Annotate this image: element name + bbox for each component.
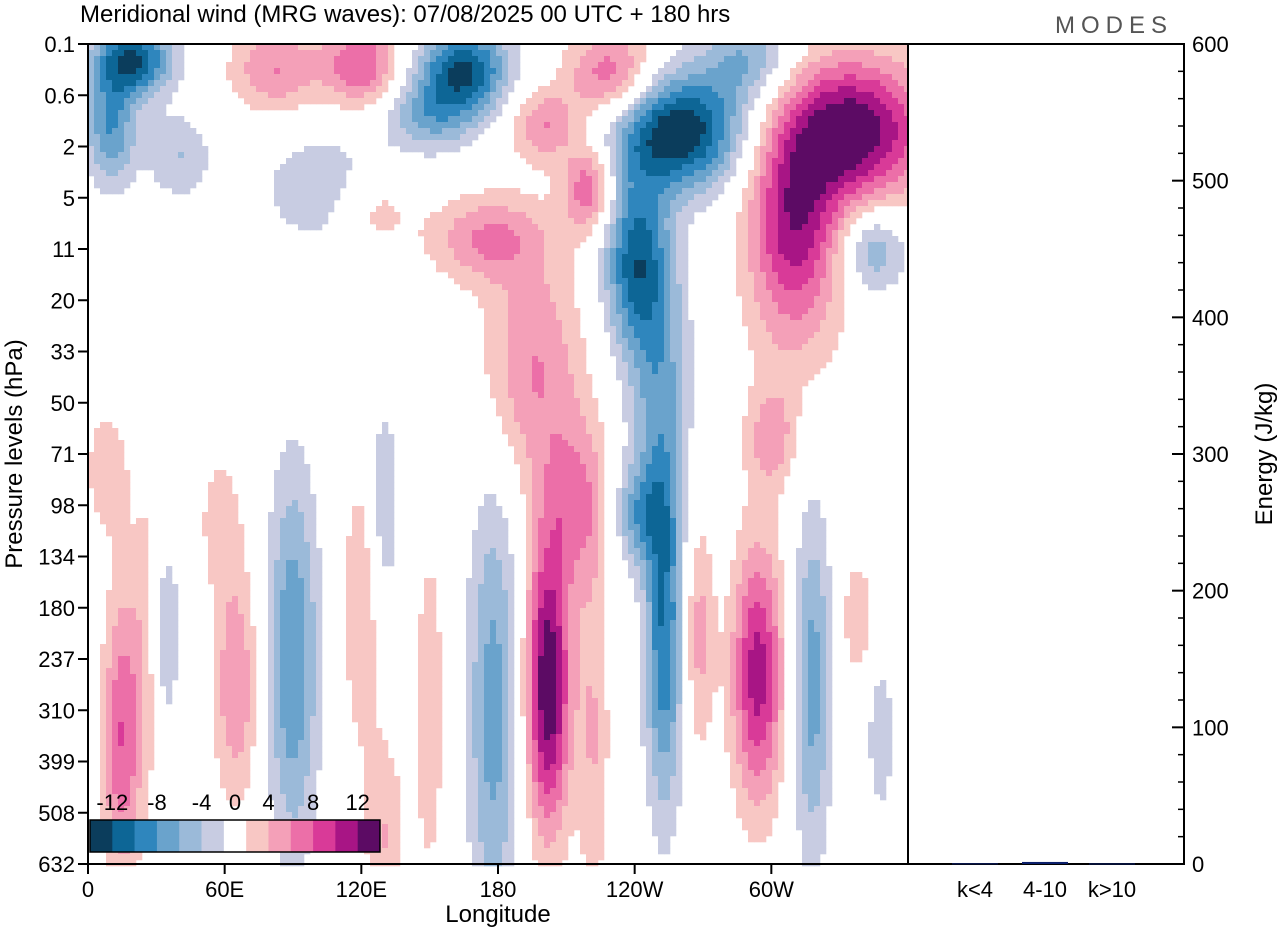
y-tick-label: 33 (51, 340, 75, 365)
longitude-axis: 0 60E 120E 180 120W 60W (82, 864, 794, 902)
energy-tick-label: 300 (1192, 442, 1229, 467)
colorbar-swatch (112, 820, 135, 852)
chart-title: Meridional wind (MRG waves): 07/08/2025 … (80, 1, 730, 28)
y-tick-label: 5 (63, 186, 75, 211)
colorbar-label: -8 (147, 790, 167, 815)
x-tick-label: 60E (205, 877, 244, 902)
colorbar-swatch (223, 820, 247, 852)
energy-category-label: k<4 (957, 877, 993, 902)
colorbar-label: 0 (229, 790, 241, 815)
energy-bar (1089, 863, 1135, 865)
y-tick-label: 399 (38, 750, 75, 775)
colorbar-swatch (90, 820, 113, 852)
y-tick-label: 71 (51, 442, 75, 467)
colorbar-frame (89, 819, 381, 853)
y-tick-label: 0.6 (44, 83, 75, 108)
wind-field (88, 44, 911, 867)
energy-tick-label: 400 (1192, 305, 1229, 330)
colorbar-swatch (179, 820, 202, 852)
x-tick-label: 120E (336, 877, 387, 902)
energy-tick-label: 0 (1192, 852, 1204, 877)
energy-tick-label: 500 (1192, 169, 1229, 194)
energy-axis-title: Energy (J/kg) (1251, 383, 1278, 526)
x-tick-label: 60W (749, 877, 794, 902)
energy-category-label: k>10 (1088, 877, 1136, 902)
y-axis-title: Pressure levels (hPa) (1, 339, 28, 568)
y-tick-label: 2 (63, 135, 75, 160)
y-tick-label: 632 (38, 852, 75, 877)
y-tick-label: 50 (51, 391, 75, 416)
colorbar-legend: -12 -8 -4 0 4 8 12 (89, 790, 381, 853)
colorbar-swatch (290, 820, 314, 852)
colorbar-swatch (134, 820, 158, 852)
colorbar-label: 4 (262, 790, 274, 815)
colorbar-swatch (268, 820, 292, 852)
pressure-axis: 0.1 0.6 2 5 11 20 33 50 71 98 134 180 237 310 399 508 63… (38, 32, 88, 877)
x-tick-label: 0 (82, 877, 94, 902)
energy-bar (1022, 861, 1068, 864)
y-tick-label: 11 (52, 237, 75, 262)
x-tick-label: 120W (606, 877, 664, 902)
colorbar-swatch (335, 820, 358, 852)
colorbar-swatch (357, 820, 381, 852)
colorbar-label: -4 (192, 790, 212, 815)
y-tick-label: 0.1 (44, 32, 75, 57)
y-tick-label: 508 (38, 801, 75, 826)
energy-panel-frame (907, 43, 1185, 865)
energy-axis: 0 100 200 300 400 500 600 (1172, 32, 1229, 877)
y-tick-label: 20 (51, 288, 75, 313)
colorbar-swatch (156, 820, 180, 852)
energy-tick-label: 200 (1192, 579, 1229, 604)
energy-tick-label: 100 (1192, 715, 1229, 740)
colorbar-swatch (313, 820, 336, 852)
colorbar-label: -12 (96, 790, 128, 815)
y-tick-label: 310 (38, 698, 75, 723)
y-tick-label: 134 (38, 545, 75, 570)
colorbar-label: 12 (345, 790, 369, 815)
x-tick-label: 180 (480, 877, 517, 902)
colorbar-swatch (246, 820, 269, 852)
y-tick-label: 180 (38, 596, 75, 621)
energy-category-label: 4-10 (1023, 877, 1067, 902)
y-tick-label: 98 (51, 493, 75, 518)
energy-bars: k<4 4-10 k>10 (952, 861, 1136, 902)
energy-tick-label: 600 (1192, 32, 1229, 57)
colorbar-label: 8 (307, 790, 319, 815)
modes-logo: MODES (1055, 12, 1173, 39)
x-axis-title: Longitude (445, 901, 550, 928)
energy-bar (952, 863, 998, 865)
y-tick-label: 237 (38, 647, 75, 672)
colorbar-swatch (201, 820, 225, 852)
